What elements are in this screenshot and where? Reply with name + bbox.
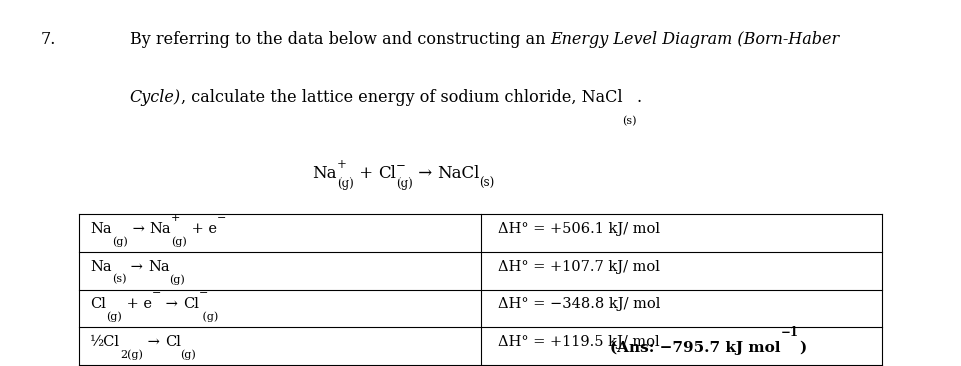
Text: ΔH° = +119.5 kJ/ mol: ΔH° = +119.5 kJ/ mol [498,335,659,349]
Text: (g): (g) [112,224,128,235]
Text: →: → [161,297,183,311]
Text: (g): (g) [396,177,412,190]
Text: Cycle): Cycle) [130,89,181,107]
Text: (g): (g) [112,236,128,247]
Text: Na: Na [90,259,112,274]
Text: (g): (g) [336,168,354,180]
Text: (g): (g) [169,274,185,285]
Text: −: − [199,288,209,298]
Text: −: − [152,288,161,298]
Text: + e: + e [122,297,152,311]
Text: +: + [171,213,181,223]
Text: Na: Na [90,222,112,236]
Text: (g): (g) [396,168,412,180]
Text: Cl: Cl [90,297,107,311]
Text: (g): (g) [336,177,354,190]
Text: , calculate the lattice energy of sodium chloride, NaCl: , calculate the lattice energy of sodium… [181,89,623,107]
Text: (s): (s) [623,116,637,126]
Text: + e: + e [186,222,216,236]
Text: →: → [127,259,148,274]
Text: −: − [152,300,161,310]
Text: →: → [128,222,149,236]
Text: (s): (s) [480,177,495,190]
Text: Na: Na [149,222,171,236]
Text: (g): (g) [181,350,196,360]
Text: NaCl: NaCl [437,164,480,182]
Text: (s): (s) [112,274,127,285]
Text: (g): (g) [199,312,218,322]
Text: (Ans: −795.7 kJ mol: (Ans: −795.7 kJ mol [610,341,780,355]
Text: Cl: Cl [164,335,181,349]
Text: −: − [396,158,406,171]
Text: ΔH° = −348.8 kJ/ mol: ΔH° = −348.8 kJ/ mol [498,297,660,311]
Text: −: − [216,213,226,223]
Text: ΔH° = +107.7 kJ/ mol: ΔH° = +107.7 kJ/ mol [498,259,659,274]
Text: (s): (s) [112,262,127,273]
Text: ½Cl: ½Cl [90,335,120,349]
Text: Na: Na [312,164,336,182]
Text: By referring to the data below and constructing an: By referring to the data below and const… [130,31,551,48]
Text: →: → [412,164,437,182]
Text: ΔH° = +506.1 kJ/ mol: ΔH° = +506.1 kJ/ mol [498,222,660,236]
Text: (g): (g) [171,236,186,247]
Text: Energy Level Diagram (Born-Haber: Energy Level Diagram (Born-Haber [551,31,840,48]
Text: (g): (g) [171,224,186,235]
Text: +: + [336,158,347,171]
Text: →: → [143,335,164,349]
Text: Na: Na [148,259,169,274]
Text: (g): (g) [107,312,122,322]
Text: (g): (g) [107,300,122,310]
Text: +: + [354,164,378,182]
Text: 2(g): 2(g) [120,350,143,360]
Text: −1: −1 [780,326,799,339]
Text: 7.: 7. [40,31,56,48]
Text: 2(g): 2(g) [120,337,143,348]
Text: ): ) [799,341,806,355]
Text: Cl: Cl [378,164,396,182]
Text: .: . [637,89,642,107]
Text: Cl: Cl [183,297,199,311]
